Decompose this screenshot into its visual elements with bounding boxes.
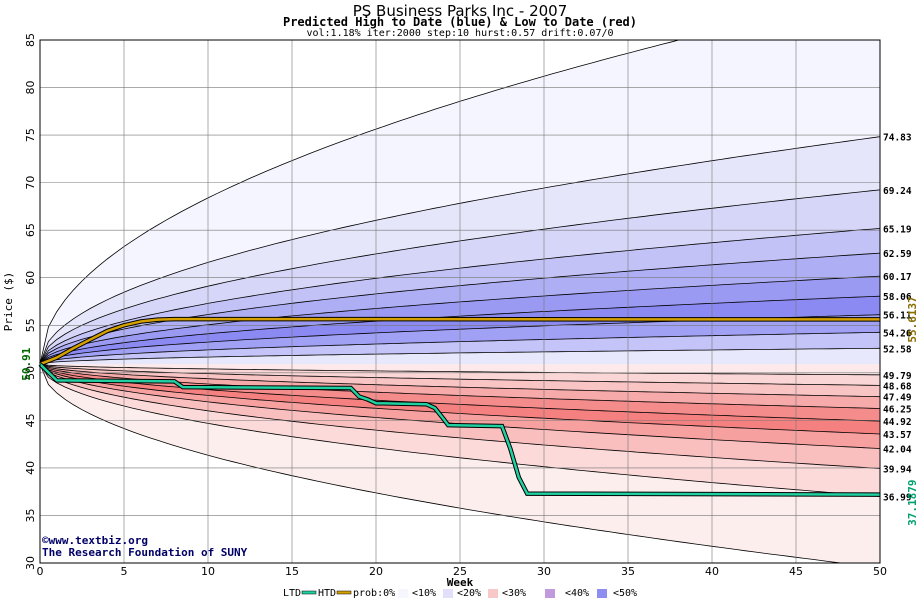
chart-params: vol:1.18% iter:2000 step:10 hurst:0.57 d…: [306, 28, 614, 39]
legend-swatch-30: [545, 589, 555, 598]
level-label-6: 56.11: [883, 311, 912, 322]
legend-40-label: <40%: [565, 588, 589, 599]
ltd-final-label: 37.1879: [906, 479, 919, 525]
upper-band-5: [40, 276, 880, 365]
legend-30-label: <30%: [502, 588, 526, 599]
start-price-label: 50.91: [20, 347, 33, 380]
y-tick-label-6: 60: [24, 271, 37, 285]
upper-band-4: [40, 253, 880, 365]
copyright-url: ©www.textbiz.org: [42, 534, 148, 547]
htd-line: [39, 317, 880, 366]
upper-band-2: [40, 189, 880, 365]
legend-swatch-0: [398, 589, 408, 598]
legend-htd-label: HTD: [318, 588, 336, 599]
y-tick-label-1: 35: [24, 508, 37, 522]
x-tick-label-4: 20: [369, 565, 383, 578]
legend-prob-label: prob:0%: [353, 588, 395, 599]
series-lines: [38, 316, 881, 497]
x-tick-label-3: 15: [285, 565, 299, 578]
upper-band-3: [40, 228, 880, 365]
lower-band-6: [40, 364, 880, 449]
level-label-2: 65.19: [883, 224, 912, 235]
x-tick-label-9: 45: [789, 565, 803, 578]
level-label-15: 42.04: [883, 445, 912, 456]
y-tick-label-10: 80: [24, 81, 37, 95]
x-axis-label: Week: [447, 576, 474, 589]
x-tick-label-5: 25: [453, 565, 467, 578]
level-label-8: 52.58: [883, 344, 912, 355]
legend-htd-swatch: [336, 590, 352, 595]
x-tick-label-6: 30: [537, 565, 551, 578]
ltd-line: [39, 363, 881, 496]
lower-band-8: [40, 364, 880, 497]
level-label-11: 47.49: [883, 393, 912, 404]
level-label-10: 48.68: [883, 381, 912, 392]
legend-50-label: <50%: [613, 588, 637, 599]
level-label-16: 39.94: [883, 464, 912, 475]
legend-swatch-10: [443, 589, 453, 598]
x-tick-label-0: 0: [37, 565, 44, 578]
level-label-1: 69.24: [883, 186, 912, 197]
y-tick-label-9: 75: [24, 128, 37, 142]
level-label-13: 44.92: [883, 417, 912, 428]
legend-10-label: <10%: [412, 588, 436, 599]
lower-band-4: [40, 364, 880, 422]
x-tick-label-8: 40: [705, 565, 719, 578]
level-label-17: 36.99: [883, 493, 912, 504]
y-tick-label-5: 55: [24, 318, 37, 332]
y-tick-label-0: 30: [24, 556, 37, 570]
y-axis-label: Price ($): [2, 272, 15, 332]
y-tick-label-3: 45: [24, 413, 37, 427]
upper-band-1: [40, 136, 880, 365]
axes: 0 5 10 15 20 25 30 35 40 45 50 30 35 40 45 50 55 60 65 70 75…: [2, 33, 887, 589]
x-tick-label-7: 35: [621, 565, 635, 578]
copyright-org: The Research Foundation of SUNY: [42, 546, 248, 559]
lower-band-3: [40, 364, 880, 409]
level-label-9: 49.79: [883, 371, 912, 382]
legend-20-label: <20%: [457, 588, 481, 599]
level-label-3: 62.59: [883, 249, 912, 260]
x-tick-label-2: 10: [201, 565, 215, 578]
chart-subtitle: Predicted High to Date (blue) & Low to D…: [282, 15, 637, 29]
legend-swatch-40: [597, 589, 607, 598]
level-label-7: 54.26: [883, 328, 912, 339]
y-tick-label-11: 85: [24, 33, 37, 47]
upper-band-6: [40, 296, 880, 365]
level-label-4: 60.17: [883, 272, 912, 283]
y-tick-label-7: 65: [24, 223, 37, 237]
legend-ltd-label: LTD: [283, 588, 301, 599]
level-label-12: 46.25: [883, 404, 912, 415]
legend-ltd-swatch: [301, 590, 317, 595]
level-labels: 74.83 69.24 65.19 62.59 60.17 58.06 56.11 54.26…: [883, 133, 919, 526]
lower-band-5: [40, 364, 880, 434]
plot-frame: [39, 39, 881, 564]
y-tick-label-4: 50: [24, 366, 37, 380]
x-tick-label-1: 5: [121, 565, 128, 578]
y-tick-label-8: 70: [24, 176, 37, 190]
y-tick-label-2: 40: [24, 461, 37, 475]
level-label-14: 43.57: [883, 430, 912, 441]
level-label-5: 58.06: [883, 292, 912, 303]
level-label-0: 74.83: [883, 133, 912, 144]
chart-title: PS Business Parks Inc - 2007: [352, 2, 568, 20]
lower-band-7: [40, 364, 880, 469]
x-tick-label-10: 50: [873, 565, 887, 578]
legend-swatch-20: [488, 589, 498, 598]
htd-final-label: 55.6137: [906, 296, 919, 342]
